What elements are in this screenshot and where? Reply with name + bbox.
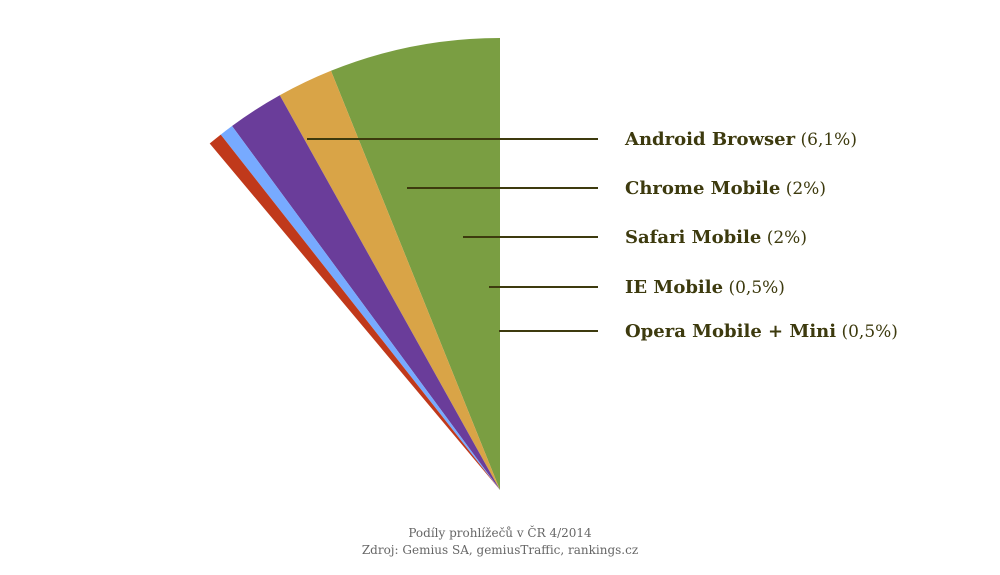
legend-label-android-browser: Android Browser (6,1%) xyxy=(624,129,857,150)
legend-name: Safari Mobile xyxy=(625,227,761,248)
pie-slice-safari-mobile xyxy=(232,95,500,490)
chart-source: Zdroj: Gemius SA, gemiusTraffic, ranking… xyxy=(361,543,639,557)
legend-value: (0,5%) xyxy=(836,322,898,342)
legend-label-ie-mobile: IE Mobile (0,5%) xyxy=(625,277,785,298)
legend-name: Chrome Mobile xyxy=(625,178,780,199)
legend-name: Opera Mobile + Mini xyxy=(625,321,836,342)
pie-slice-chrome-mobile xyxy=(279,70,500,490)
legend-value: (6,1%) xyxy=(795,130,857,150)
legend-value: (0,5%) xyxy=(723,278,785,298)
legend-label-chrome-mobile: Chrome Mobile (2%) xyxy=(625,178,826,199)
pie-slice-android-browser xyxy=(330,38,500,490)
legend-label-safari-mobile: Safari Mobile (2%) xyxy=(625,227,807,248)
legend-value: (2%) xyxy=(761,228,807,248)
pie-slice-opera-mobile-mini xyxy=(209,134,501,490)
legend-value: (2%) xyxy=(780,179,826,199)
legend-label-opera-mobile-mini: Opera Mobile + Mini (0,5%) xyxy=(625,321,898,342)
pie-slice-ie-mobile xyxy=(220,126,500,490)
legend-name: Android Browser xyxy=(624,129,796,150)
chart-caption: Podíly prohlížečů v ČR 4/2014 xyxy=(408,526,592,540)
legend-name: IE Mobile xyxy=(625,277,723,298)
